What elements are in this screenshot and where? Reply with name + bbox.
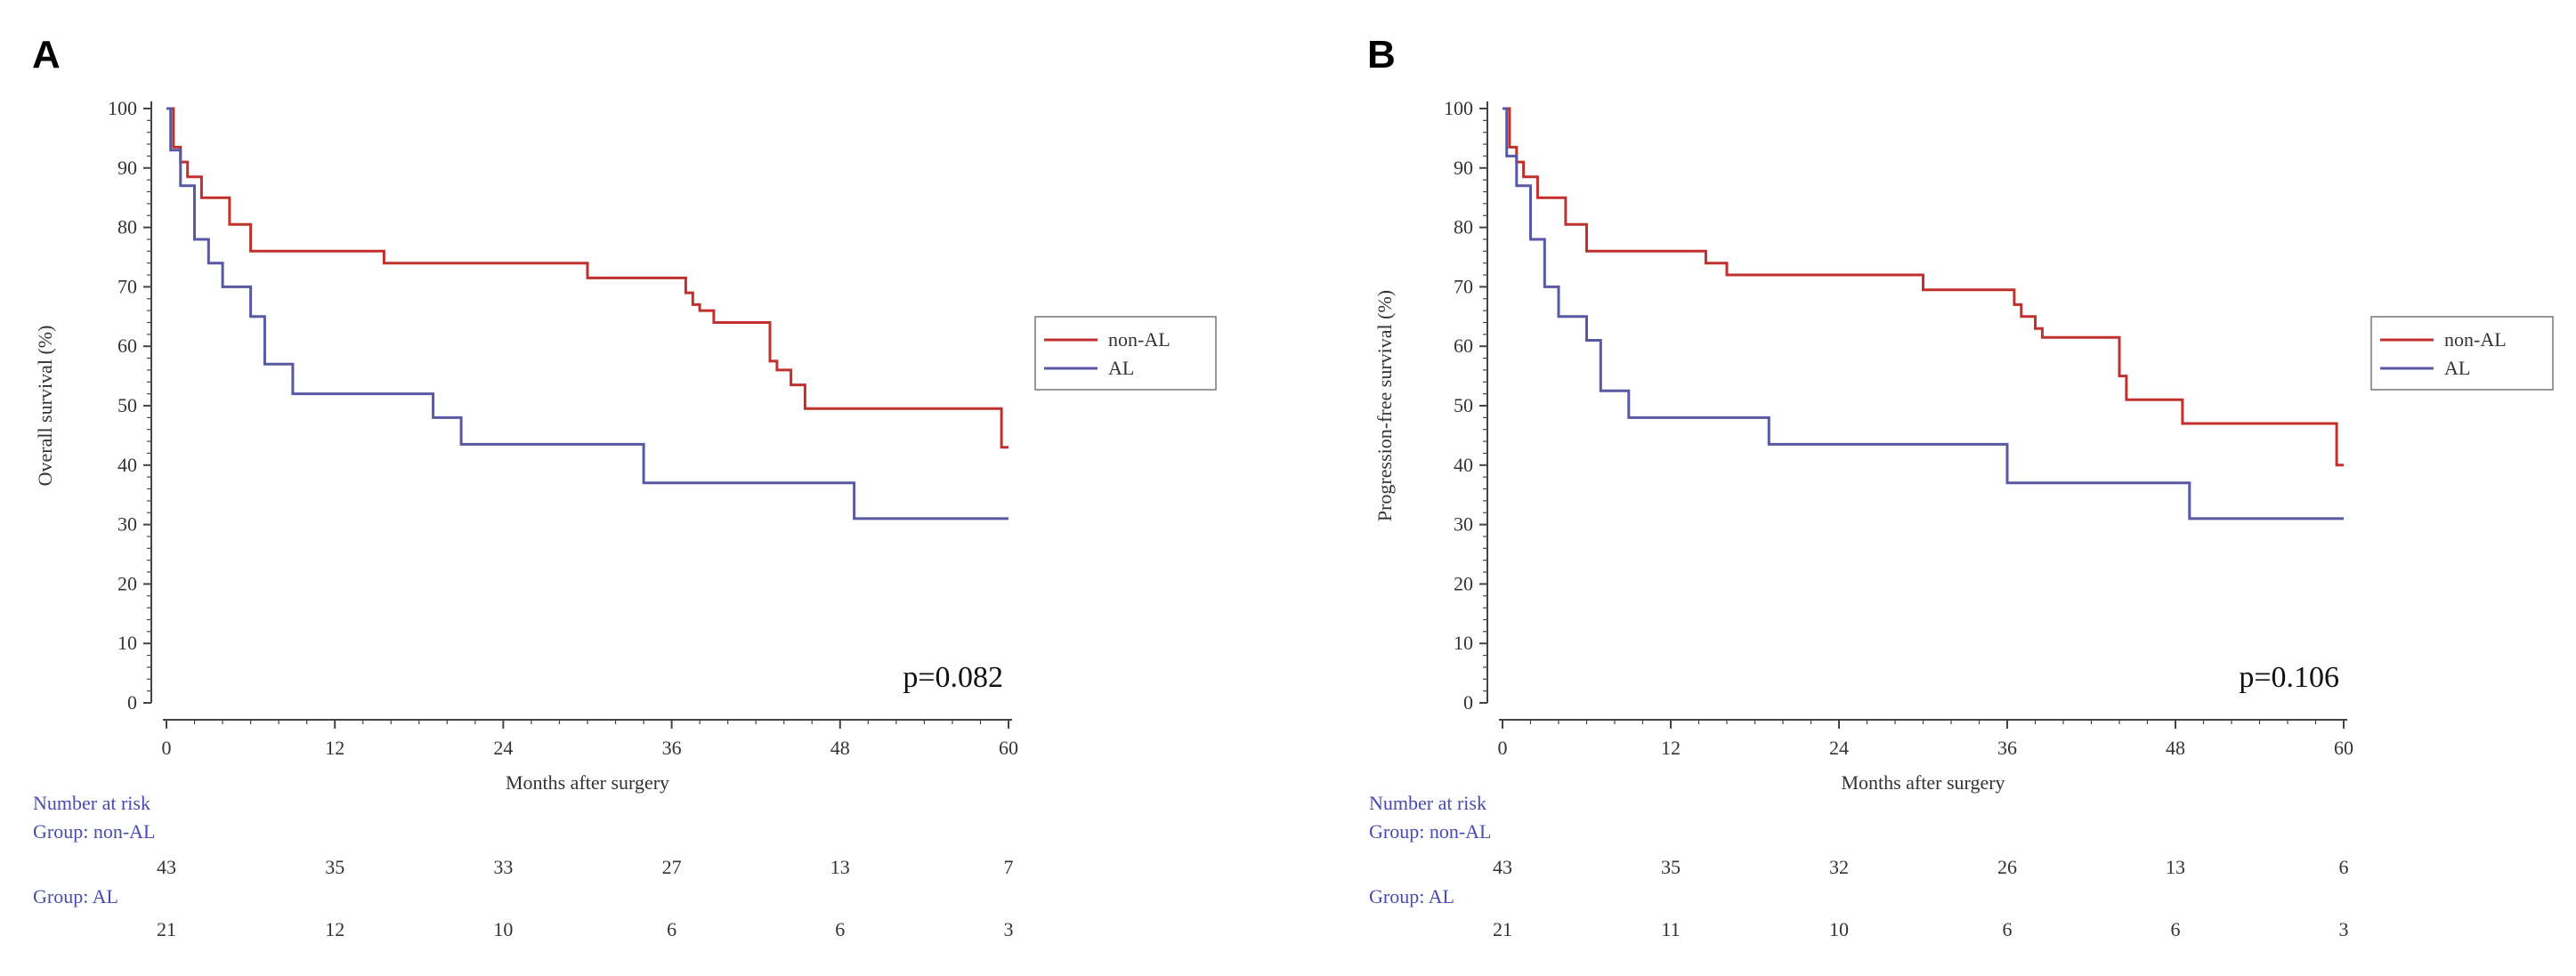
y-tick-label: 70 bbox=[1454, 275, 1473, 297]
x-axis-title: Months after surgery bbox=[506, 771, 669, 794]
risk-count: 27 bbox=[662, 856, 682, 878]
legend: non-AL AL bbox=[2370, 316, 2554, 391]
risk-count: 35 bbox=[1661, 856, 1681, 878]
risk-count: 43 bbox=[1493, 856, 1512, 878]
risk-count: 6 bbox=[667, 918, 676, 940]
risk-count: 3 bbox=[1004, 918, 1014, 940]
y-tick-label: 90 bbox=[1454, 157, 1473, 179]
risk-count: 12 bbox=[325, 918, 344, 940]
risk-count: 6 bbox=[835, 918, 845, 940]
y-tick-label: 0 bbox=[127, 691, 137, 714]
y-axis-title: Overall survival (%) bbox=[34, 326, 56, 487]
risk-count: 11 bbox=[1661, 918, 1680, 940]
y-tick-label: 30 bbox=[1454, 513, 1473, 536]
legend-label: AL bbox=[2444, 357, 2470, 379]
risk-count: 43 bbox=[157, 856, 176, 878]
x-tick-label: 36 bbox=[662, 737, 682, 759]
p-value: p=0.106 bbox=[2239, 661, 2339, 694]
y-tick-label: 10 bbox=[1454, 632, 1473, 654]
x-tick-label: 0 bbox=[1498, 737, 1508, 759]
y-tick-label: 30 bbox=[117, 513, 137, 536]
y-tick-label: 10 bbox=[117, 632, 137, 654]
y-tick-label: 100 bbox=[1444, 97, 1473, 119]
km-curve-non-al bbox=[1503, 107, 2344, 467]
x-axis-title: Months after surgery bbox=[1841, 771, 2005, 794]
risk-count: 10 bbox=[493, 918, 513, 940]
x-tick-label: 60 bbox=[2334, 737, 2353, 759]
risk-count: 35 bbox=[325, 856, 344, 878]
risk-table-header: Number at risk bbox=[1369, 792, 1486, 814]
legend-label: non-AL bbox=[1108, 328, 1171, 351]
km-curve-al bbox=[1503, 107, 2344, 520]
risk-group-label: Group: non-AL bbox=[1369, 820, 1491, 843]
panel-label: B bbox=[1367, 33, 1396, 77]
risk-count: 3 bbox=[2339, 918, 2349, 940]
risk-group-label: Group: AL bbox=[33, 885, 118, 907]
y-tick-label: 40 bbox=[1454, 454, 1473, 476]
panel-label: A bbox=[32, 33, 61, 77]
legend-box bbox=[2370, 316, 2554, 391]
y-tick-label: 90 bbox=[117, 157, 137, 179]
y-tick-label: 60 bbox=[117, 335, 137, 357]
risk-table-header: Number at risk bbox=[33, 792, 150, 814]
y-tick-label: 20 bbox=[117, 572, 137, 594]
x-tick-label: 36 bbox=[1997, 737, 2017, 759]
y-tick-label: 50 bbox=[1454, 394, 1473, 416]
y-tick-label: 20 bbox=[1454, 572, 1473, 594]
risk-count: 13 bbox=[2166, 856, 2185, 878]
x-tick-label: 0 bbox=[162, 737, 172, 759]
risk-count: 10 bbox=[1829, 918, 1849, 940]
p-value: p=0.082 bbox=[903, 661, 1003, 694]
risk-count: 33 bbox=[493, 856, 513, 878]
legend-box bbox=[1034, 316, 1217, 391]
risk-group-label: Group: AL bbox=[1369, 885, 1454, 907]
legend-label: non-AL bbox=[2444, 328, 2507, 351]
y-tick-label: 40 bbox=[117, 454, 137, 476]
risk-count: 6 bbox=[2171, 918, 2181, 940]
legend-label: AL bbox=[1108, 357, 1134, 379]
y-tick-label: 80 bbox=[117, 216, 137, 238]
risk-count: 26 bbox=[1997, 856, 2017, 878]
risk-group-label: Group: non-AL bbox=[33, 820, 155, 843]
risk-count: 6 bbox=[2003, 918, 2013, 940]
km-curve-al bbox=[166, 107, 1009, 520]
y-tick-label: 0 bbox=[1463, 691, 1473, 714]
risk-count: 21 bbox=[1493, 918, 1512, 940]
y-tick-label: 60 bbox=[1454, 335, 1473, 357]
x-tick-label: 60 bbox=[999, 737, 1018, 759]
y-tick-label: 70 bbox=[117, 275, 137, 297]
risk-count: 7 bbox=[1004, 856, 1014, 878]
risk-count: 32 bbox=[1829, 856, 1849, 878]
x-tick-label: 24 bbox=[1829, 737, 1849, 759]
x-tick-label: 24 bbox=[493, 737, 513, 759]
y-tick-label: 80 bbox=[1454, 216, 1473, 238]
y-tick-label: 100 bbox=[108, 97, 137, 119]
risk-count: 21 bbox=[157, 918, 176, 940]
x-tick-label: 12 bbox=[325, 737, 344, 759]
x-tick-label: 48 bbox=[2166, 737, 2185, 759]
y-tick-label: 50 bbox=[117, 394, 137, 416]
km-curve-non-al bbox=[166, 107, 1009, 449]
risk-count: 13 bbox=[830, 856, 850, 878]
legend: non-AL AL bbox=[1034, 316, 1217, 391]
x-tick-label: 48 bbox=[830, 737, 850, 759]
y-axis-title: Progression-free survival (%) bbox=[1373, 290, 1396, 521]
risk-count: 6 bbox=[2339, 856, 2349, 878]
x-tick-label: 12 bbox=[1661, 737, 1681, 759]
